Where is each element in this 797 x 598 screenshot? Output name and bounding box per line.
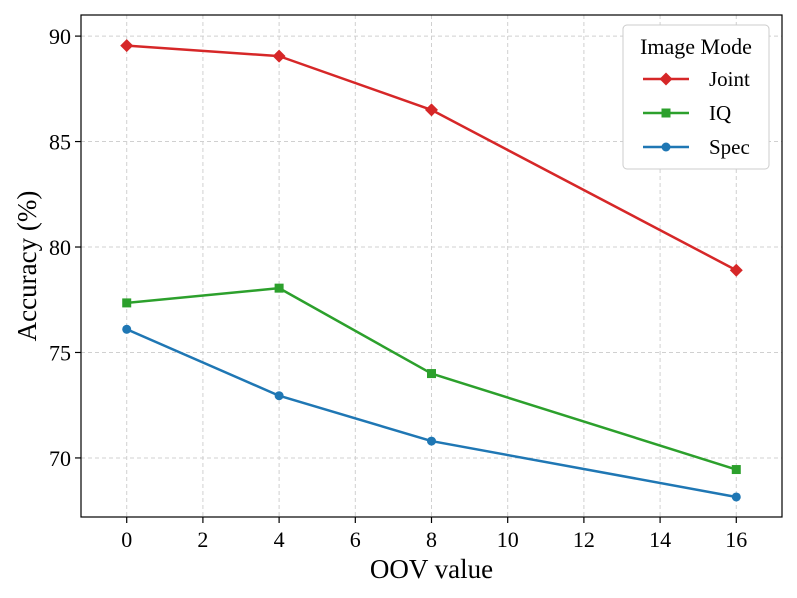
- data-point-iq: [122, 298, 132, 308]
- data-point-iq: [731, 465, 741, 475]
- x-tick-label: 16: [725, 527, 747, 552]
- data-point-spec: [427, 436, 436, 446]
- legend-label-iq: IQ: [709, 101, 731, 125]
- x-tick-label: 8: [426, 527, 437, 552]
- legend-marker-spec: [661, 142, 671, 152]
- data-point-joint: [425, 103, 438, 117]
- x-tick-label: 2: [197, 527, 208, 552]
- y-tick-label: 70: [49, 446, 71, 471]
- series-line-spec: [126, 328, 737, 499]
- y-axis-ticks: 70 75 80 85 90: [49, 24, 81, 471]
- legend-item-iq: IQ: [643, 101, 731, 125]
- data-point-iq: [427, 369, 436, 379]
- data-point-spec: [274, 391, 284, 401]
- x-axis-ticks: 0 2 4 6 8 10 12 14 16: [121, 517, 747, 552]
- x-tick-label: 10: [497, 527, 519, 552]
- series-iq: [122, 283, 741, 475]
- legend-marker-joint: [659, 72, 673, 86]
- x-tick-label: 4: [274, 527, 285, 552]
- legend-item-spec: Spec: [643, 135, 750, 159]
- series-line-joint: [126, 44, 737, 272]
- data-point-joint: [729, 263, 743, 277]
- legend-item-joint: Joint: [643, 67, 750, 91]
- series-line-iq: [126, 286, 737, 471]
- legend-items: Joint IQ Spec: [643, 67, 750, 159]
- y-tick-label: 85: [49, 130, 71, 155]
- data-point-spec: [122, 324, 132, 334]
- x-tick-label: 6: [350, 527, 361, 552]
- legend-title: Image Mode: [640, 34, 752, 59]
- legend-box: [622, 24, 770, 170]
- x-tick-label: 12: [573, 527, 595, 552]
- series-layer: [120, 39, 743, 502]
- legend-label-joint: Joint: [709, 67, 750, 91]
- y-tick-label: 80: [49, 235, 71, 260]
- data-point-joint: [120, 39, 134, 53]
- x-tick-label: 0: [121, 527, 132, 552]
- legend-label-spec: Spec: [709, 135, 750, 159]
- x-axis-label: OOV value: [370, 554, 493, 584]
- legend: Image Mode Joint IQ Spec: [622, 24, 770, 170]
- series-spec: [122, 324, 741, 502]
- y-tick-label: 75: [49, 340, 71, 365]
- data-point-spec: [731, 492, 741, 502]
- x-tick-label: 14: [649, 527, 671, 552]
- legend-marker-iq: [661, 108, 671, 118]
- series-joint: [120, 39, 743, 277]
- y-axis-label: Accuracy (%): [12, 191, 42, 342]
- y-tick-label: 90: [49, 24, 71, 49]
- data-point-iq: [274, 283, 284, 293]
- data-point-joint: [272, 49, 286, 63]
